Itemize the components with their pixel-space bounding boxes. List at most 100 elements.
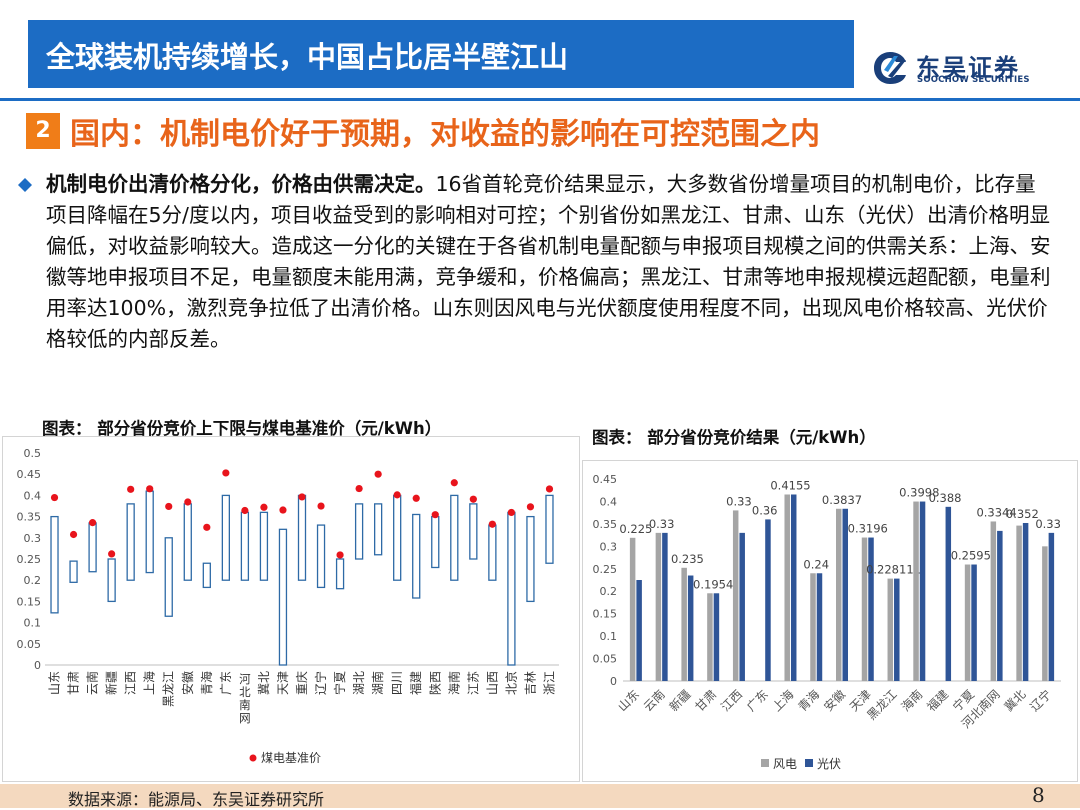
legend-solar-label: 光伏 (817, 757, 841, 771)
coal-price-dot (108, 550, 116, 558)
x-tick-label: 云南 (640, 687, 668, 715)
y-tick-label: 0.1 (600, 630, 618, 643)
coal-price-dot (69, 530, 78, 539)
legend-wind-label: 风电 (773, 757, 797, 771)
range-bar (469, 503, 478, 560)
x-tick-label: 湖北 (351, 671, 366, 695)
x-tick-label: 四川 (390, 671, 404, 695)
data-label: 0.33 (726, 494, 752, 508)
x-tick-label: 山东 (48, 671, 62, 695)
x-tick-label: 青海 (795, 687, 823, 715)
y-tick-label: 0.45 (17, 468, 42, 481)
range-bar (316, 524, 326, 589)
coal-price-dot (450, 479, 458, 487)
legend-solar-swatch (805, 759, 813, 767)
x-tick-label: 海南 (446, 671, 461, 695)
y-tick-label: 0.45 (593, 473, 618, 486)
logo-mark-icon (874, 52, 906, 84)
x-tick-label: 黑龙江 (162, 671, 176, 707)
y-tick-label: 0 (610, 675, 617, 688)
x-tick-label: 河北南网 (239, 672, 251, 725)
bid-result-chart: 0 0.05 0.1 0.15 0.2 0.25 0.3 0.35 0.4 0.45 0.225 山东… (593, 473, 1061, 771)
range-bar (88, 522, 97, 573)
wind-bar (1016, 525, 1022, 681)
solar-bar (919, 501, 926, 681)
x-tick-label: 青海 (199, 671, 214, 695)
x-tick-label: 吉林 (523, 671, 537, 695)
logo-chinese-name: 东吴证券 (916, 54, 1020, 82)
coal-price-dot (374, 470, 382, 478)
range-bar (412, 513, 421, 599)
solar-bar (997, 530, 1003, 681)
y-tick-label: 0.3 (24, 532, 42, 545)
solar-bar (1022, 522, 1029, 681)
coal-price-dot (203, 523, 211, 531)
range-bar (450, 494, 459, 581)
wind-bar (913, 501, 919, 681)
range-bar (507, 511, 516, 666)
coal-price-dot (298, 493, 306, 501)
x-tick-label: 上海 (142, 671, 157, 695)
coal-price-dot (222, 469, 230, 477)
x-tick-label: 宁夏 (332, 671, 347, 695)
diamond-bullet-icon (18, 178, 32, 192)
y-tick-label: 0.25 (17, 553, 42, 566)
paragraph-lead: 机制电价出清价格分化，价格由供需决定。 (46, 172, 436, 196)
range-bar (107, 558, 116, 603)
coal-price-dot (469, 495, 477, 503)
x-tick-label: 云南 (85, 671, 100, 695)
x-tick-label: 江西 (124, 671, 138, 695)
solar-bar (739, 532, 745, 681)
solar-bar (868, 537, 874, 681)
range-chart: 0 0.05 0.1 0.15 0.2 0.25 0.3 0.35 0.4 0.45 0.5 山东 甘肃… (17, 447, 559, 765)
logo-english-name: SOOCHOW SECURITIES (917, 75, 1030, 85)
solar-bar (636, 580, 642, 681)
coal-price-dot (146, 485, 154, 493)
wind-bar (887, 578, 894, 681)
coal-price-dot (412, 494, 420, 502)
x-tick-label: 湖南 (370, 671, 385, 695)
range-bar (164, 537, 173, 617)
range-bar (183, 503, 192, 581)
wind-bar (836, 508, 842, 681)
coal-price-dot (241, 506, 249, 515)
y-tick-label: 0.5 (24, 447, 42, 460)
data-label: 0.3344 (976, 505, 1016, 519)
data-label: 0.235 (671, 552, 704, 566)
x-tick-label: 江西 (718, 687, 745, 714)
range-bar (297, 494, 307, 581)
range-bar (393, 494, 402, 581)
wind-bar (732, 510, 739, 681)
right-chart-caption: 图表： 部分省份竞价结果（元/kWh） (592, 428, 876, 447)
y-tick-label: 0.05 (17, 638, 42, 651)
wind-bar (990, 521, 997, 681)
x-tick-label: 山西 (485, 671, 499, 695)
data-source: 数据来源：能源局、东吴证券研究所 (68, 790, 325, 809)
x-tick-label: 冀北 (1002, 687, 1029, 714)
range-bar (335, 558, 345, 590)
coal-price-dot (165, 502, 173, 511)
range-bar (488, 524, 497, 581)
paragraph-text: 16省首轮竞价结果显示，大多数省份增量项目的机制电价，比存量项目降幅在5分/度以… (46, 172, 1051, 351)
coal-price-dot (50, 493, 59, 502)
x-tick-label: 江苏 (466, 671, 480, 695)
solar-bar (816, 573, 823, 681)
y-tick-label: 0.4 (600, 495, 618, 508)
range-bar (221, 494, 231, 581)
solar-bar (842, 508, 848, 681)
solar-bar (765, 519, 771, 681)
y-tick-label: 0.1 (24, 617, 42, 630)
x-tick-label: 安徽 (180, 671, 195, 695)
x-tick-label: 广东 (219, 671, 233, 695)
wind-bar (707, 593, 713, 681)
solar-bar (687, 575, 694, 681)
coal-price-dot (336, 551, 344, 559)
x-tick-label: 冀北 (257, 671, 271, 695)
wind-bar (681, 567, 687, 681)
data-label: 0.352 (1006, 507, 1039, 521)
legend-label: 煤电基准价 (261, 751, 321, 765)
x-tick-label: 陕西 (427, 671, 442, 695)
left-chart-frame: 0 0.05 0.1 0.15 0.2 0.25 0.3 0.35 0.4 0.45 0.5 山东 甘肃… (2, 436, 580, 782)
footer-bar: 数据来源：能源局、东吴证券研究所 8 (0, 783, 1080, 809)
wind-bar (964, 564, 971, 681)
